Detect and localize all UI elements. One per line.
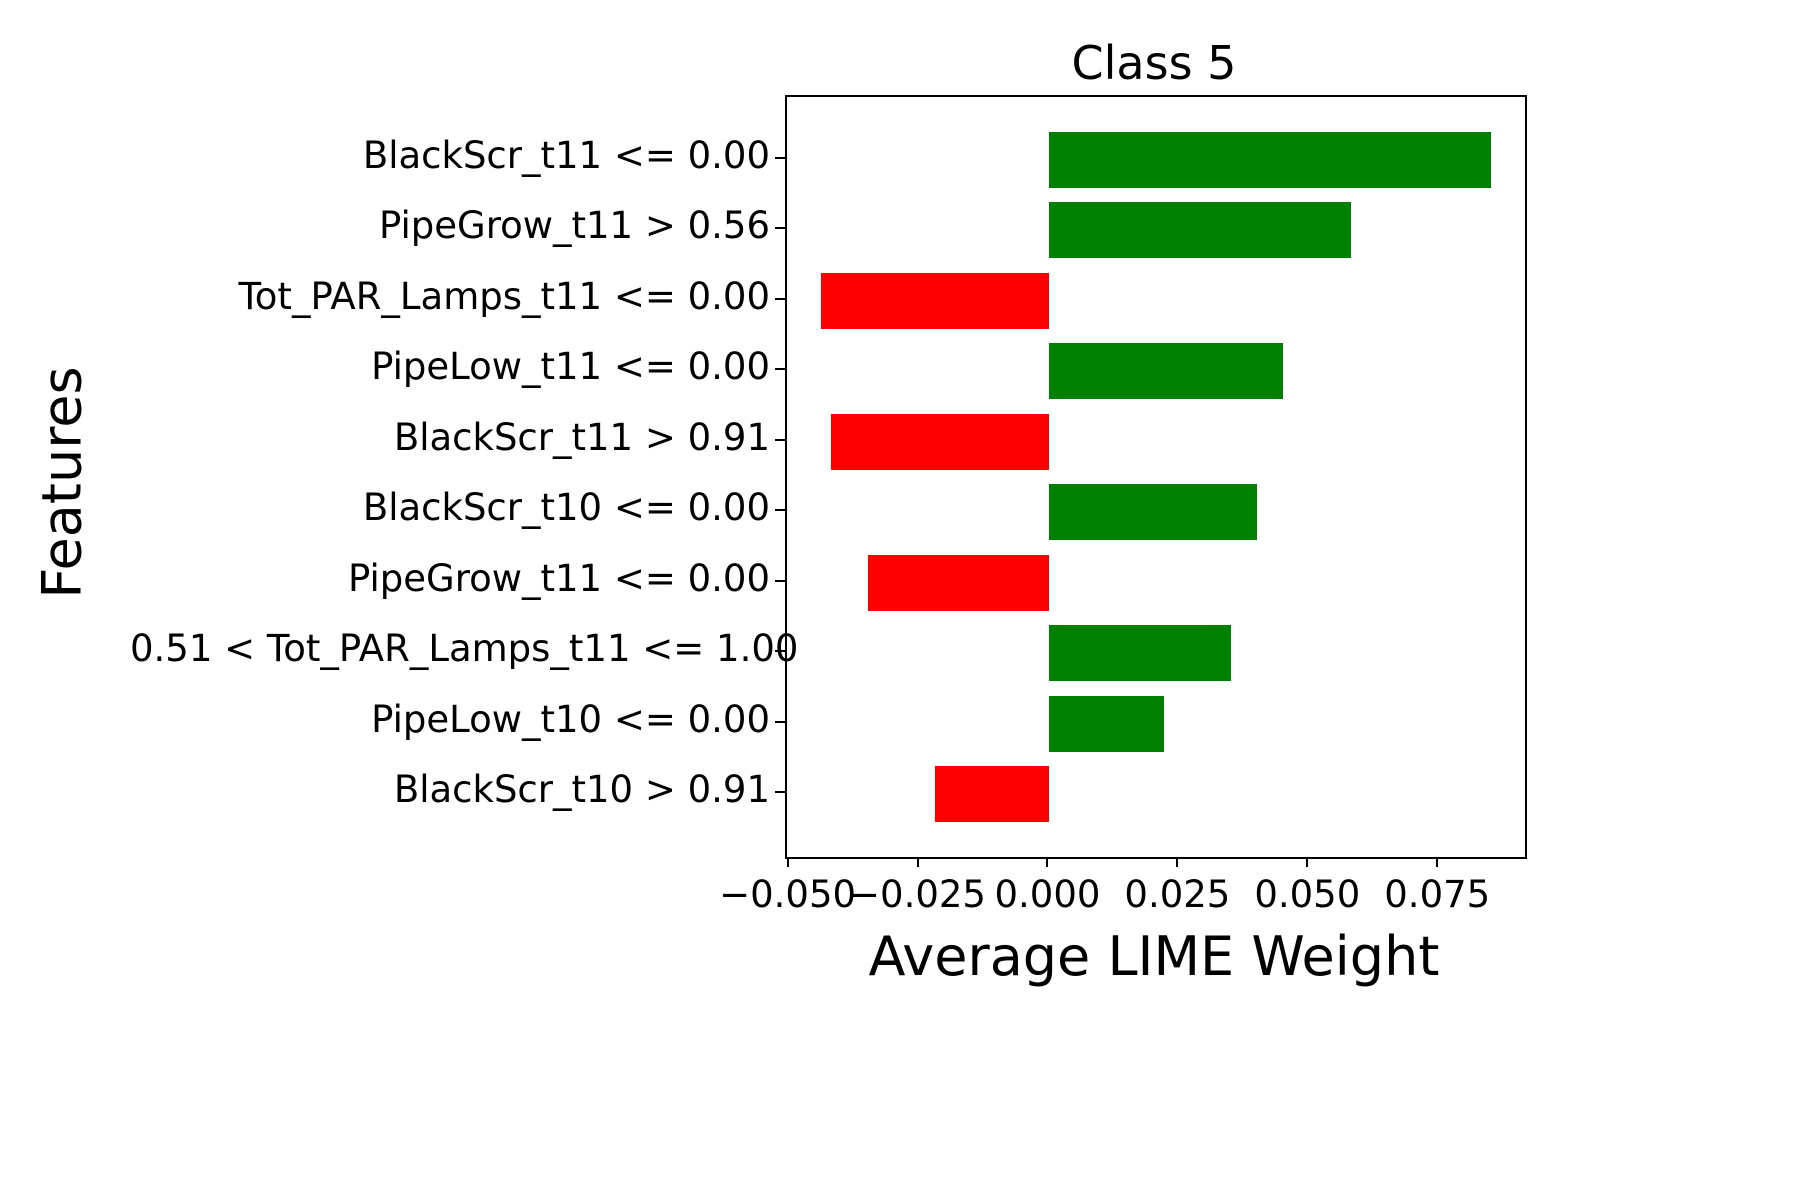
x-tick-label: −0.050: [719, 873, 857, 916]
x-tick-label: 0.000: [994, 873, 1101, 916]
bar: [1049, 695, 1164, 752]
category-label: BlackScr_t11 > 0.91: [393, 415, 770, 459]
bar: [1049, 625, 1232, 682]
category-label: PipeGrow_t11 <= 0.00: [348, 556, 770, 600]
x-tick-mark: [786, 857, 789, 867]
x-tick-mark: [1306, 857, 1309, 867]
bar: [831, 413, 1050, 470]
category-label: PipeLow_t11 <= 0.00: [371, 345, 770, 389]
x-tick-label: 0.050: [1254, 873, 1361, 916]
category-label: BlackScr_t10 > 0.91: [393, 768, 770, 812]
y-tick-mark: [775, 791, 785, 794]
y-tick-mark: [775, 156, 785, 159]
bar: [1049, 343, 1284, 400]
chart-title: Class 5: [1071, 36, 1237, 90]
y-tick-mark: [775, 579, 785, 582]
category-label: 0.51 < Tot_PAR_Lamps_t11 <= 1.00: [130, 627, 799, 671]
category-label: PipeGrow_t11 > 0.56: [379, 204, 770, 248]
x-tick-mark: [1176, 857, 1179, 867]
y-tick-mark: [775, 509, 785, 512]
bar: [1049, 484, 1258, 541]
category-label: Tot_PAR_Lamps_t11 <= 0.00: [238, 274, 770, 318]
y-tick-mark: [775, 297, 785, 300]
bar: [867, 554, 1050, 611]
x-tick-mark: [1436, 857, 1439, 867]
bar: [935, 766, 1050, 823]
y-axis-label: Features: [30, 366, 94, 599]
y-tick-mark: [775, 720, 785, 723]
y-tick-mark: [775, 650, 785, 653]
x-axis-label: Average LIME Weight: [868, 925, 1440, 988]
x-tick-label: 0.075: [1384, 873, 1491, 916]
category-label: BlackScr_t11 <= 0.00: [362, 133, 770, 177]
bar: [1049, 202, 1351, 259]
x-tick-mark: [916, 857, 919, 867]
x-tick-mark: [1046, 857, 1049, 867]
y-tick-mark: [775, 227, 785, 230]
category-label: PipeLow_t10 <= 0.00: [371, 697, 770, 741]
plot-area: [785, 95, 1527, 859]
y-tick-mark: [775, 438, 785, 441]
x-tick-label: 0.025: [1124, 873, 1231, 916]
bar: [820, 272, 1050, 329]
bar: [1049, 131, 1492, 188]
category-label: BlackScr_t10 <= 0.00: [362, 486, 770, 530]
y-tick-mark: [775, 368, 785, 371]
x-tick-label: −0.025: [849, 873, 986, 916]
